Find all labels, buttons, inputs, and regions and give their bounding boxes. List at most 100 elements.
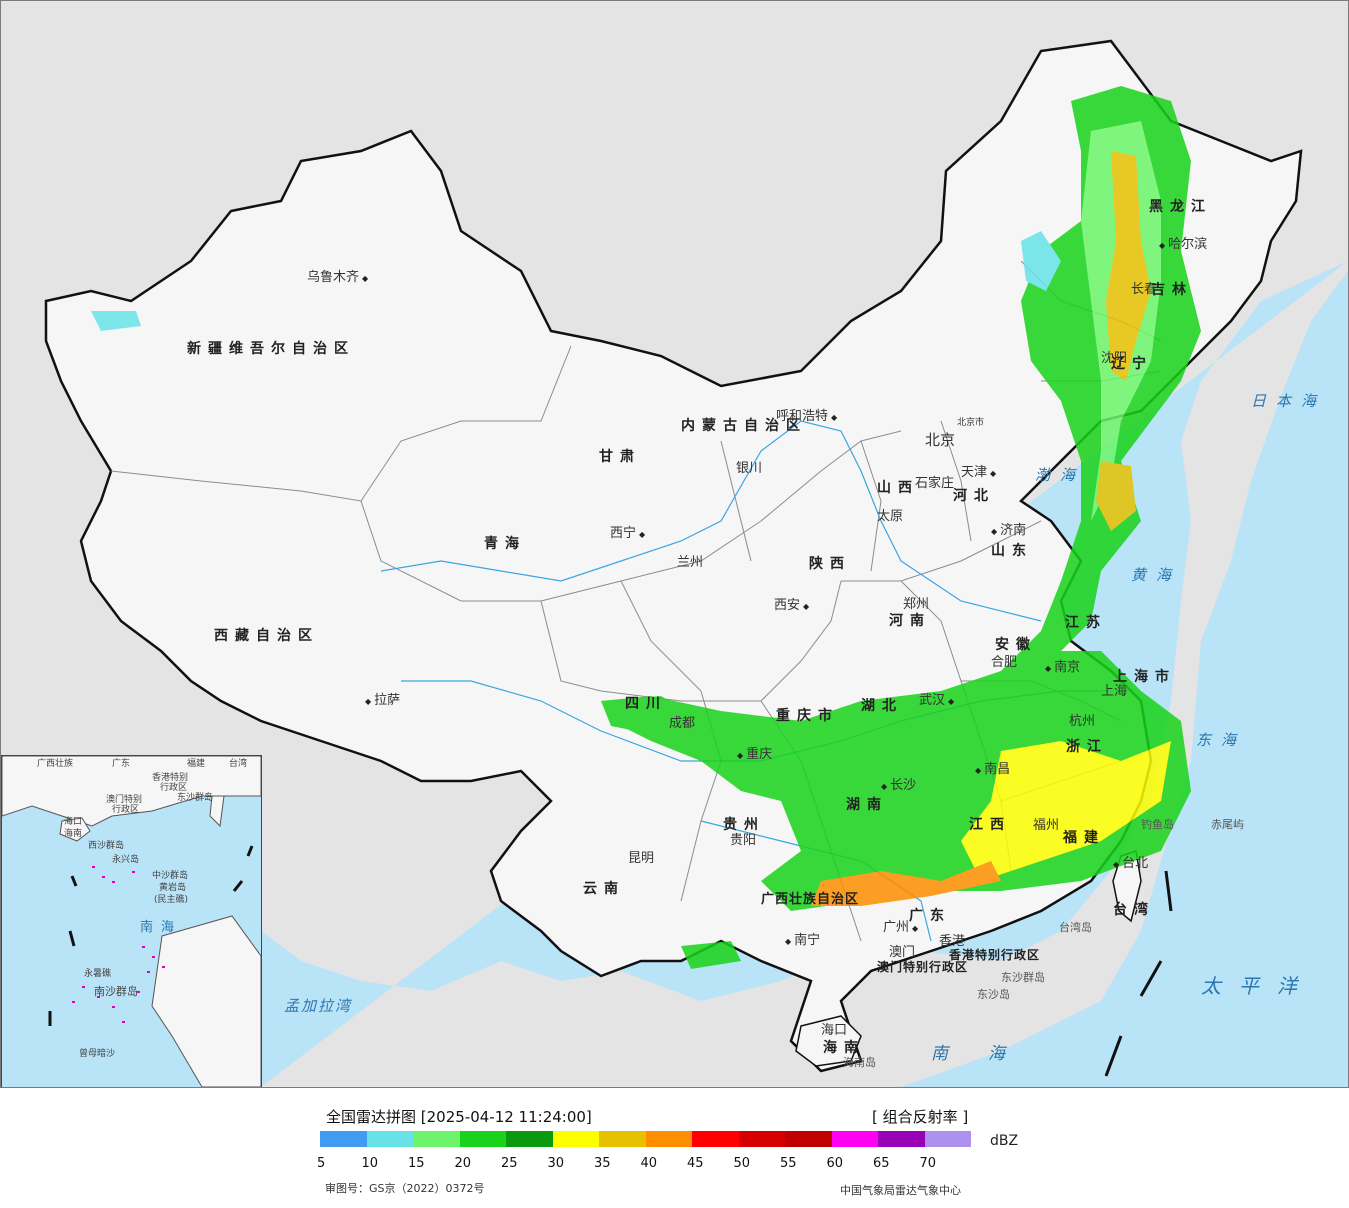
scale-tick-label: 35 (594, 1156, 611, 1171)
city-label: 澳门 (889, 945, 916, 960)
province-label: 江西 (969, 817, 1011, 833)
province-label: 浙江 (1066, 739, 1108, 755)
city-label: 拉萨 (365, 694, 400, 707)
map-canvas (1, 1, 1348, 1087)
province-label: 吉林 (1151, 282, 1193, 298)
legend-title: 全国雷达拼图 [2025-04-12 11:24:00] (326, 1108, 592, 1126)
island-label: 东沙群岛 (1001, 971, 1045, 984)
city-label: 银川 (736, 461, 763, 476)
city-label: 香港 (939, 934, 966, 949)
city-label: 南京 (1045, 661, 1080, 674)
city-label: 广州 (883, 921, 918, 934)
island-label: 赤尾屿 (1211, 818, 1244, 831)
city-label: 长沙 (881, 779, 916, 792)
province-label: 甘肃 (599, 449, 641, 465)
scale-tick-label: 10 (361, 1156, 379, 1171)
province-label: 香港特别行政区 (949, 948, 1041, 962)
province-label: 河北 (953, 488, 995, 504)
city-label: 武汉 (919, 694, 954, 707)
south-china-sea-inset: 广西壮族 广东 福建 台湾 香港特别 行政区 澳门特别 行政区 东沙群岛 海口 … (1, 755, 262, 1087)
color-swatch (366, 1131, 413, 1147)
source-label: 中国气象局雷达气象中心 (840, 1184, 961, 1197)
city-label: 乌鲁木齐 (307, 271, 368, 284)
radar-map[interactable]: 新疆维吾尔自治区 西藏自治区 青海 甘肃 内蒙古自治区 黑龙江 吉林 辽宁 河北… (0, 0, 1349, 1088)
province-label: 山东 (991, 543, 1033, 559)
color-swatch (738, 1131, 785, 1147)
province-label: 福建 (1063, 830, 1105, 846)
radar-echoes (91, 86, 1201, 969)
province-label: 台湾 (1113, 902, 1155, 918)
province-label: 山西 (877, 480, 919, 496)
province-label: 内蒙古自治区 (681, 418, 807, 434)
province-label: 广东 (909, 908, 951, 924)
province-label: 广西壮族自治区 (761, 892, 860, 907)
island-label: 台湾岛 (1059, 921, 1092, 934)
city-label: 济南 (991, 524, 1026, 537)
province-label: 黑龙江 (1149, 199, 1212, 215)
scale-tick-label: 20 (454, 1156, 472, 1171)
city-label: 长春 (1131, 282, 1158, 297)
city-label: 杭州 (1069, 714, 1096, 729)
city-label: 合肥 (991, 655, 1018, 670)
inset-label: 永暑礁 (84, 969, 112, 979)
inset-label: 黄岩岛 (159, 883, 187, 893)
city-label: 天津 (961, 466, 996, 479)
inset-label: 海南 (64, 829, 83, 839)
city-label: 福州 (1033, 818, 1060, 833)
city-label: 上海 (1101, 684, 1128, 699)
city-label: 北京市 (957, 418, 985, 428)
scale-tick-label: 65 (873, 1156, 890, 1171)
inset-label: 永兴岛 (112, 855, 140, 865)
city-label: 郑州 (903, 597, 930, 612)
city-label: 北京 (925, 431, 956, 449)
inset-label: 中沙群岛 (152, 871, 189, 881)
inset-label: 广东 (112, 759, 131, 769)
scale-tick-label: 25 (501, 1156, 518, 1171)
color-swatch (831, 1131, 878, 1147)
inset-label: 行政区 (112, 805, 140, 815)
city-label: 海口 (821, 1023, 848, 1038)
color-swatch (785, 1131, 832, 1147)
scale-tick-label: 15 (408, 1156, 425, 1171)
sea-label: 南海 (931, 1044, 1045, 1064)
province-label: 云南 (583, 881, 625, 897)
province-label: 澳门特别行政区 (877, 960, 969, 974)
sea-label: 黄海 (1131, 566, 1182, 584)
inset-label: 澳门特别 (106, 795, 143, 805)
inset-label: 广西壮族 (37, 759, 74, 769)
scale-tick-label: 40 (640, 1156, 658, 1171)
city-label: 昆明 (628, 851, 655, 866)
scale-tick-label: 55 (780, 1156, 797, 1171)
city-label: 哈尔滨 (1159, 238, 1207, 251)
city-label: 贵阳 (730, 833, 757, 848)
inset-label: 台湾 (229, 759, 248, 769)
color-swatch (320, 1131, 367, 1147)
city-label: 西宁 (610, 527, 645, 540)
province-label: 陕西 (809, 556, 851, 572)
scale-tick-label: 45 (687, 1156, 704, 1171)
province-label: 湖南 (846, 797, 888, 813)
sea-label: 东海 (1196, 731, 1247, 749)
inset-label: 西沙群岛 (88, 841, 125, 851)
color-swatch (552, 1131, 599, 1147)
scale-tick-label: 5 (317, 1156, 326, 1171)
map-approval-number: 审图号：GS京（2022）0372号 (325, 1182, 485, 1195)
inset-label: 香港特别 (152, 773, 189, 783)
sea-label: 太平洋 (1201, 974, 1315, 998)
inset-label: 曾母暗沙 (79, 1049, 116, 1059)
product-label: [ 组合反射率 ] (872, 1108, 969, 1126)
city-label: 成都 (669, 716, 696, 731)
inset-label: 南海 (140, 920, 183, 935)
color-swatch (506, 1131, 553, 1147)
color-swatch (599, 1131, 646, 1147)
province-label: 江苏 (1065, 615, 1107, 631)
province-label: 青海 (484, 536, 526, 552)
city-label: 南宁 (785, 934, 820, 947)
province-label: 贵州 (723, 817, 765, 833)
unit-label: dBZ (990, 1133, 1019, 1149)
city-label: 西安 (774, 599, 809, 612)
inset-label: 南沙群岛 (94, 985, 138, 998)
inset-label: 福建 (187, 759, 206, 769)
sea-label: 日本海 (1251, 392, 1327, 410)
color-swatch (413, 1131, 460, 1147)
